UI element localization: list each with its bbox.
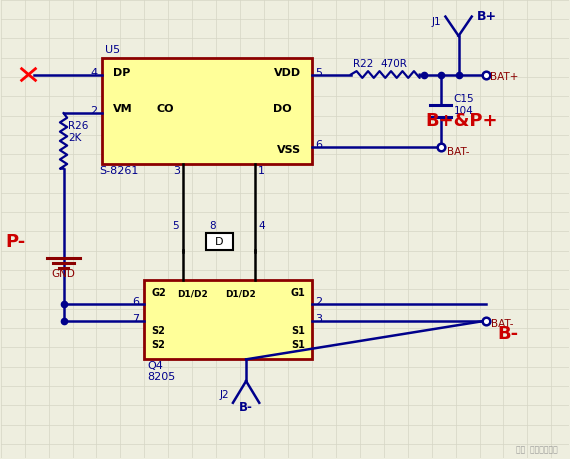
Text: 头条  心硬件元弄堂: 头条 心硬件元弄堂: [516, 444, 557, 453]
Text: 5: 5: [172, 220, 178, 230]
Text: BAT+: BAT+: [490, 73, 519, 82]
Text: BAT-: BAT-: [491, 318, 514, 328]
Text: B-: B-: [239, 400, 253, 413]
Text: BAT-: BAT-: [447, 147, 469, 157]
Text: 2: 2: [315, 296, 322, 306]
Bar: [103, 58, 312, 164]
Text: S1: S1: [291, 340, 305, 349]
Text: 2: 2: [91, 106, 97, 116]
Text: R22: R22: [353, 59, 373, 69]
Text: DO: DO: [273, 103, 292, 113]
Text: CO: CO: [156, 103, 174, 113]
Text: 6: 6: [315, 140, 322, 150]
Text: B+&P+: B+&P+: [426, 112, 498, 130]
Bar: [144, 280, 312, 359]
Text: C15: C15: [454, 94, 474, 104]
Text: 2K: 2K: [68, 132, 82, 142]
Text: G2: G2: [152, 287, 166, 297]
Text: 3: 3: [173, 165, 180, 175]
Text: S2: S2: [152, 340, 165, 349]
Text: 8: 8: [210, 220, 216, 230]
Text: D: D: [215, 236, 223, 246]
Text: GND: GND: [52, 269, 75, 279]
Text: J2: J2: [219, 389, 229, 399]
Text: VDD: VDD: [274, 67, 301, 78]
Text: S-8261: S-8261: [99, 165, 139, 175]
Text: D1/D2: D1/D2: [177, 289, 208, 297]
Text: 4: 4: [258, 220, 264, 230]
Text: D1/D2: D1/D2: [225, 289, 256, 297]
Bar: [206, 233, 233, 250]
Text: G1: G1: [290, 287, 305, 297]
Text: 5: 5: [315, 67, 322, 78]
Text: B-: B-: [498, 324, 519, 342]
Text: 4: 4: [91, 67, 97, 78]
Text: P-: P-: [6, 232, 26, 250]
Text: 3: 3: [315, 313, 322, 323]
Text: B+: B+: [477, 10, 496, 23]
Text: 7: 7: [132, 313, 140, 323]
Text: 470R: 470R: [381, 59, 408, 69]
Text: S1: S1: [291, 325, 305, 335]
Text: J1: J1: [431, 17, 441, 27]
Text: 8205: 8205: [147, 371, 176, 381]
Text: VM: VM: [113, 103, 133, 113]
Text: 6: 6: [133, 296, 140, 306]
Text: 1: 1: [258, 165, 265, 175]
Text: S2: S2: [152, 325, 165, 335]
Text: 104: 104: [454, 106, 474, 116]
Text: Q4: Q4: [147, 360, 163, 370]
Text: R26: R26: [68, 120, 89, 130]
Text: U5: U5: [105, 45, 121, 55]
Text: VSS: VSS: [277, 145, 301, 154]
Text: DP: DP: [113, 67, 131, 78]
